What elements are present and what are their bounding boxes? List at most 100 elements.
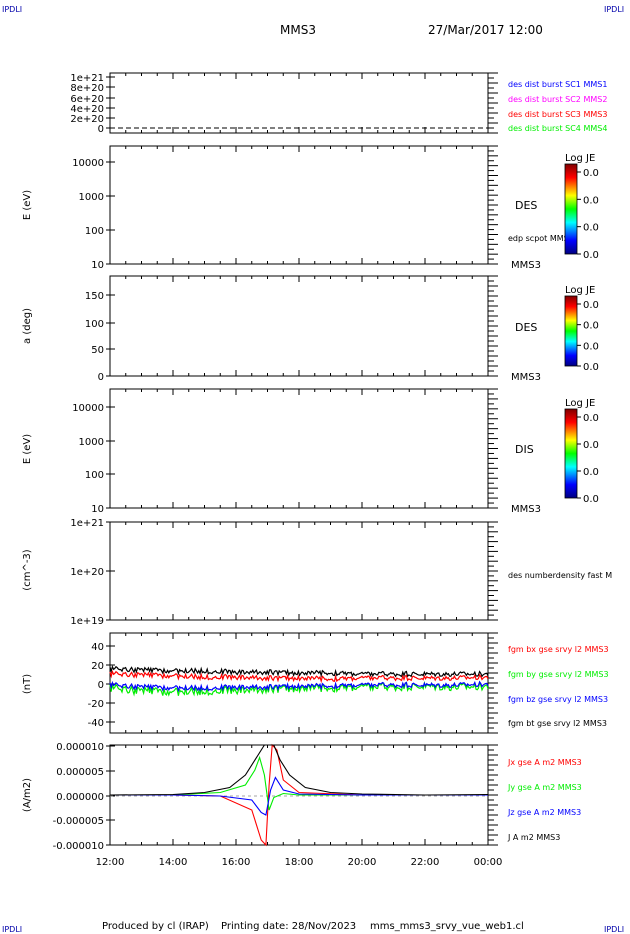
y-axis-label: a (deg) xyxy=(22,308,33,344)
y-tick-label: 1e+21 xyxy=(70,73,104,84)
legend-entry: fgm bx gse srvy l2 MMS3 xyxy=(508,645,609,654)
x-tick-label: 14:00 xyxy=(159,857,188,868)
legend-entry: Jy gse A m2 MMS3 xyxy=(507,783,582,792)
colorbar-tick-label: 0.0 xyxy=(583,494,599,505)
y-tick-label: 1000 xyxy=(79,192,104,203)
panel-frame xyxy=(109,72,489,134)
legend-entry: des dist burst SC1 MMS1 xyxy=(508,80,607,89)
colorbar-title: Log JE xyxy=(565,398,595,409)
series-line-jz-current xyxy=(110,776,488,816)
legend-entry: fgm by gse srvy l2 MMS3 xyxy=(508,670,609,679)
panel-fgm: 40 20 0 -20 -40 (nT) fgm bx gse srvy l2 MMS3 fg… xyxy=(22,632,609,734)
colorbar-tick-label: 0.0 xyxy=(583,168,599,179)
corner-label-top-left: IPDLI xyxy=(2,5,22,14)
colorbar-tick-label: 0.0 xyxy=(583,341,599,352)
y-tick-label: 2e+20 xyxy=(70,114,104,125)
corner-label-top-right: IPDLI xyxy=(604,5,624,14)
series-line-fgm-fgm xyxy=(109,664,489,678)
panel-frame xyxy=(109,145,489,265)
colorbar-tick-label: 0.0 xyxy=(583,440,599,451)
legend-entry: des dist burst SC3 MMS3 xyxy=(508,110,607,119)
y-tick-label: 100 xyxy=(85,319,104,330)
y-tick-label: -0.000010 xyxy=(53,841,104,852)
y-tick-label: 10 xyxy=(91,260,104,271)
panel-des_pitch: 150 100 50 0 a (deg) DES MMS3 Log JE 0.0 0.0 0.0 0.… xyxy=(22,275,599,383)
legend-entry: Jx gse A m2 MMS3 xyxy=(507,758,582,767)
footer-printing-date: Printing date: 28/Nov/2023 xyxy=(221,921,356,932)
colorbar-tick-label: 0.0 xyxy=(583,467,599,478)
panel-dis_energy: 10000 1000 100 10 E (eV) DIS MMS3 Log JE 0.0 0.0 0… xyxy=(22,388,599,515)
legend-entry: fgm bt gse srvy l2 MMS3 xyxy=(508,719,607,728)
colorbar-tick-label: 0.0 xyxy=(583,321,599,332)
x-tick-label: 18:00 xyxy=(285,857,314,868)
y-tick-label: 0 xyxy=(98,372,104,383)
panel-current: 0.000010 0.000005 0.000000 -0.000005 -0.0000… xyxy=(22,742,582,852)
y-tick-label: -20 xyxy=(88,699,104,710)
spacecraft-title: MMS3 xyxy=(280,23,316,37)
colorbar-tick-label: 0.0 xyxy=(583,413,599,424)
panel-frame xyxy=(109,521,489,621)
x-tick-label: 16:00 xyxy=(222,857,251,868)
y-axis-label: (cm^-3) xyxy=(22,549,33,590)
colorbar-title: Log JE xyxy=(565,285,595,296)
y-tick-label: 1000 xyxy=(79,437,104,448)
legend-entry: Jz gse A m2 MMS3 xyxy=(507,808,581,817)
y-tick-label: 150 xyxy=(85,291,104,302)
y-tick-label: 0.000000 xyxy=(56,792,104,803)
legend-entry: des dist burst SC4 MMS4 xyxy=(508,124,607,133)
colorbar xyxy=(564,163,578,255)
panel-frame xyxy=(109,388,489,509)
y-tick-label: 0.000005 xyxy=(56,767,104,778)
y-tick-label: 10000 xyxy=(72,158,104,169)
y-tick-label: 50 xyxy=(91,345,104,356)
colorbar-tick-label: 0.0 xyxy=(583,250,599,261)
y-tick-label: 0 xyxy=(98,680,104,691)
panel-des_energy: 10000 1000 100 10 E (eV) DES MMS3 edp scpot MMS… xyxy=(22,145,599,271)
instrument-label: DES xyxy=(515,321,537,334)
series-line-jy-current xyxy=(110,755,488,811)
spacecraft-label: MMS3 xyxy=(511,260,541,271)
x-tick-label: 12:00 xyxy=(96,857,125,868)
x-tick-label: 20:00 xyxy=(348,857,377,868)
series-line-j-current xyxy=(109,744,489,796)
x-tick-label: 22:00 xyxy=(411,857,440,868)
x-tick-label: 00:00 xyxy=(474,857,503,868)
y-tick-label: 6e+20 xyxy=(70,94,104,105)
series-line-fgm-fgm xyxy=(109,680,489,693)
panel-frame xyxy=(109,275,489,377)
y-tick-label: 8e+20 xyxy=(70,83,104,94)
y-tick-label: 1e+19 xyxy=(70,616,104,627)
series-line-fgm-fgm xyxy=(109,669,489,684)
y-tick-label: 4e+20 xyxy=(70,104,104,115)
legend-entry: J A m2 MMS3 xyxy=(507,833,560,842)
colorbar xyxy=(564,408,578,499)
legend-entry: des dist burst SC2 MMS2 xyxy=(508,95,607,104)
footer-filename: mms_mms3_srvy_vue_web1.cl xyxy=(370,921,524,932)
footer-produced: Produced by cl (IRAP) xyxy=(102,921,209,932)
spacecraft-label: MMS3 xyxy=(511,504,541,515)
y-tick-label: -0.000005 xyxy=(53,816,104,827)
y-tick-label: -40 xyxy=(88,718,104,729)
y-tick-label: 20 xyxy=(91,661,104,672)
legend-entry: des numberdensity fast M xyxy=(508,571,612,580)
y-axis-label: (nT) xyxy=(22,674,33,694)
colorbar-tick-label: 0.0 xyxy=(583,300,599,311)
colorbar-tick-label: 0.0 xyxy=(583,223,599,234)
spacecraft-label: MMS3 xyxy=(511,372,541,383)
corner-label-bottom-right: IPDLI xyxy=(604,925,624,934)
instrument-label: DES xyxy=(515,199,537,212)
y-tick-label: 100 xyxy=(85,226,104,237)
y-tick-label: 100 xyxy=(85,470,104,481)
colorbar-tick-label: 0.0 xyxy=(583,195,599,206)
y-tick-label: 0.000010 xyxy=(56,742,104,753)
datetime-title: 27/Mar/2017 12:00 xyxy=(428,23,543,37)
colorbar xyxy=(564,295,578,367)
y-axis-label: E (eV) xyxy=(22,434,33,464)
colorbar-tick-label: 0.0 xyxy=(583,362,599,373)
overlay-label: edp scpot MMS3 xyxy=(508,234,574,243)
y-tick-label: 10 xyxy=(91,504,104,515)
colorbar-title: Log JE xyxy=(565,153,595,164)
panel-density: 1e+21 1e+20 1e+19 (cm^-3) des numberdensity … xyxy=(22,518,612,627)
